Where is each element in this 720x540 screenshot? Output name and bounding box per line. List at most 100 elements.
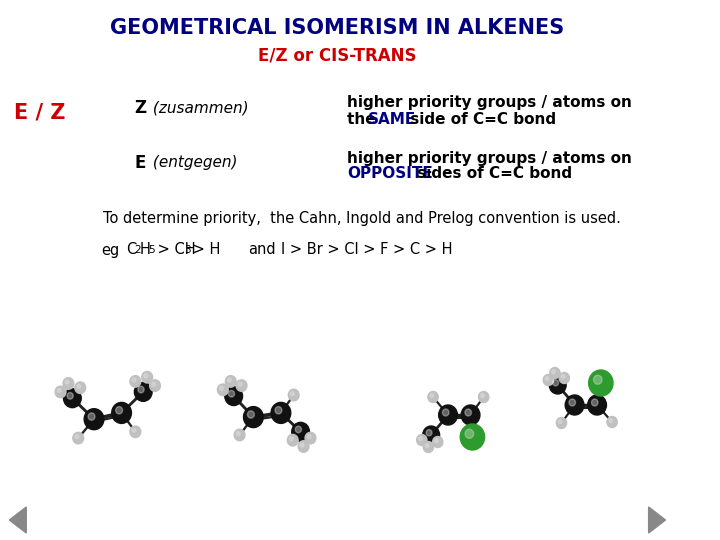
Circle shape xyxy=(462,405,480,425)
Text: higher priority groups / atoms on: higher priority groups / atoms on xyxy=(347,96,631,111)
Circle shape xyxy=(77,384,81,388)
Circle shape xyxy=(553,380,559,386)
Text: C: C xyxy=(127,242,137,258)
Circle shape xyxy=(225,376,236,387)
Circle shape xyxy=(559,373,570,383)
Polygon shape xyxy=(9,507,26,533)
Circle shape xyxy=(225,387,243,406)
Circle shape xyxy=(130,376,141,387)
Circle shape xyxy=(300,443,304,447)
Circle shape xyxy=(132,378,136,382)
Text: GEOMETRICAL ISOMERISM IN ALKENES: GEOMETRICAL ISOMERISM IN ALKENES xyxy=(110,18,564,38)
Circle shape xyxy=(135,382,152,401)
Circle shape xyxy=(228,378,231,382)
Circle shape xyxy=(479,392,489,402)
Circle shape xyxy=(58,388,61,393)
Circle shape xyxy=(220,386,223,390)
Circle shape xyxy=(63,377,74,389)
Circle shape xyxy=(465,409,472,416)
Circle shape xyxy=(426,444,429,448)
Text: OPPOSITE: OPPOSITE xyxy=(347,166,433,181)
Circle shape xyxy=(75,382,86,394)
Text: 3: 3 xyxy=(184,245,190,255)
Circle shape xyxy=(435,438,438,443)
Circle shape xyxy=(426,430,432,436)
Circle shape xyxy=(236,431,240,436)
Text: 5: 5 xyxy=(148,245,155,255)
Circle shape xyxy=(138,386,144,393)
Circle shape xyxy=(66,380,69,384)
Circle shape xyxy=(561,375,564,379)
Text: sides of C=C bond: sides of C=C bond xyxy=(413,166,572,181)
Circle shape xyxy=(442,409,449,416)
Text: H: H xyxy=(140,242,150,258)
Circle shape xyxy=(73,433,84,444)
Circle shape xyxy=(116,407,122,414)
Circle shape xyxy=(67,393,73,399)
Circle shape xyxy=(84,409,104,430)
Circle shape xyxy=(569,399,575,406)
Circle shape xyxy=(290,392,294,396)
Circle shape xyxy=(132,428,136,433)
Text: E / Z: E / Z xyxy=(14,102,65,122)
Circle shape xyxy=(589,370,613,396)
Text: (entgegen): (entgegen) xyxy=(148,156,238,171)
Circle shape xyxy=(588,395,606,415)
Circle shape xyxy=(550,368,560,379)
Polygon shape xyxy=(649,507,665,533)
Circle shape xyxy=(565,395,584,415)
Text: (zusammen): (zusammen) xyxy=(148,100,248,116)
Text: E: E xyxy=(134,154,145,172)
Circle shape xyxy=(287,434,298,446)
Text: side of C=C bond: side of C=C bond xyxy=(405,111,556,126)
Circle shape xyxy=(307,435,311,438)
Circle shape xyxy=(591,399,598,406)
Text: E/Z or CIS-TRANS: E/Z or CIS-TRANS xyxy=(258,47,417,65)
Text: 2: 2 xyxy=(134,245,140,255)
Circle shape xyxy=(433,436,443,448)
Text: To determine priority,  the Cahn, Ingold and Prelog convention is used.: To determine priority, the Cahn, Ingold … xyxy=(103,211,621,226)
Circle shape xyxy=(150,380,161,392)
Circle shape xyxy=(460,424,485,450)
Circle shape xyxy=(88,413,95,420)
Circle shape xyxy=(593,375,602,384)
Circle shape xyxy=(419,437,423,441)
Circle shape xyxy=(112,402,132,423)
Circle shape xyxy=(292,422,310,441)
Circle shape xyxy=(234,429,245,441)
Text: Z: Z xyxy=(134,99,146,117)
Text: SAME: SAME xyxy=(369,111,417,126)
Circle shape xyxy=(63,389,81,408)
Circle shape xyxy=(428,392,438,402)
Circle shape xyxy=(430,394,433,397)
Circle shape xyxy=(609,418,613,422)
Circle shape xyxy=(152,382,156,386)
Text: > H: > H xyxy=(189,242,221,258)
Text: the: the xyxy=(347,111,381,126)
Circle shape xyxy=(275,407,282,414)
Circle shape xyxy=(465,429,474,438)
Circle shape xyxy=(75,435,78,438)
Text: and: and xyxy=(248,242,276,258)
Circle shape xyxy=(295,426,302,433)
Circle shape xyxy=(228,390,235,397)
Circle shape xyxy=(217,384,228,396)
Text: higher priority groups / atoms on: higher priority groups / atoms on xyxy=(347,151,631,165)
Circle shape xyxy=(298,441,309,453)
Circle shape xyxy=(130,426,141,437)
Circle shape xyxy=(238,382,242,386)
Circle shape xyxy=(480,394,484,397)
Circle shape xyxy=(438,405,457,425)
Circle shape xyxy=(289,437,293,441)
Circle shape xyxy=(243,407,264,428)
Circle shape xyxy=(144,374,148,378)
Circle shape xyxy=(423,426,440,444)
Circle shape xyxy=(248,411,254,418)
Circle shape xyxy=(552,370,555,374)
Circle shape xyxy=(55,386,66,397)
Circle shape xyxy=(423,442,433,453)
Circle shape xyxy=(607,416,617,428)
Circle shape xyxy=(305,433,316,444)
Text: > CH: > CH xyxy=(153,242,195,258)
Circle shape xyxy=(142,372,153,383)
